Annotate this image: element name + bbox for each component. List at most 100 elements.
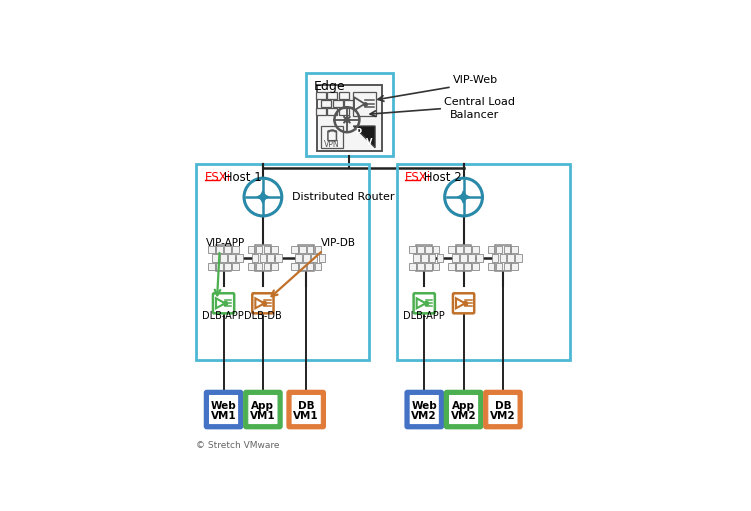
FancyBboxPatch shape bbox=[216, 263, 223, 270]
Text: VM1: VM1 bbox=[250, 411, 276, 421]
FancyBboxPatch shape bbox=[318, 254, 325, 262]
FancyBboxPatch shape bbox=[409, 263, 416, 270]
FancyBboxPatch shape bbox=[511, 263, 518, 270]
FancyBboxPatch shape bbox=[248, 246, 255, 253]
FancyBboxPatch shape bbox=[209, 263, 215, 270]
FancyBboxPatch shape bbox=[488, 394, 518, 425]
FancyBboxPatch shape bbox=[245, 391, 281, 428]
FancyBboxPatch shape bbox=[413, 254, 420, 262]
FancyBboxPatch shape bbox=[460, 254, 467, 262]
Text: Central Load: Central Load bbox=[444, 98, 515, 107]
Text: VM2: VM2 bbox=[412, 411, 437, 421]
FancyBboxPatch shape bbox=[409, 246, 416, 253]
FancyBboxPatch shape bbox=[236, 254, 243, 262]
Text: VM2: VM2 bbox=[490, 411, 516, 421]
FancyBboxPatch shape bbox=[255, 245, 271, 271]
Text: App: App bbox=[252, 401, 274, 411]
FancyBboxPatch shape bbox=[315, 263, 321, 270]
FancyBboxPatch shape bbox=[445, 391, 482, 428]
Text: Edge: Edge bbox=[314, 80, 345, 93]
FancyBboxPatch shape bbox=[209, 394, 239, 425]
FancyBboxPatch shape bbox=[205, 391, 242, 428]
FancyBboxPatch shape bbox=[252, 254, 258, 262]
FancyBboxPatch shape bbox=[264, 263, 270, 270]
FancyBboxPatch shape bbox=[307, 263, 313, 270]
FancyBboxPatch shape bbox=[425, 263, 432, 270]
FancyBboxPatch shape bbox=[416, 245, 432, 271]
Text: DB: DB bbox=[495, 401, 511, 411]
FancyBboxPatch shape bbox=[499, 254, 506, 262]
FancyBboxPatch shape bbox=[271, 263, 278, 270]
FancyBboxPatch shape bbox=[452, 254, 459, 262]
FancyBboxPatch shape bbox=[503, 263, 510, 270]
FancyBboxPatch shape bbox=[484, 391, 521, 428]
FancyBboxPatch shape bbox=[291, 263, 297, 270]
FancyBboxPatch shape bbox=[248, 263, 255, 270]
FancyBboxPatch shape bbox=[295, 254, 302, 262]
FancyBboxPatch shape bbox=[409, 394, 439, 425]
FancyBboxPatch shape bbox=[299, 246, 306, 253]
FancyBboxPatch shape bbox=[429, 254, 436, 262]
FancyBboxPatch shape bbox=[448, 263, 455, 270]
Text: VM2: VM2 bbox=[451, 411, 476, 421]
FancyBboxPatch shape bbox=[299, 263, 306, 270]
FancyBboxPatch shape bbox=[232, 263, 239, 270]
FancyBboxPatch shape bbox=[472, 263, 478, 270]
FancyBboxPatch shape bbox=[213, 254, 219, 262]
FancyBboxPatch shape bbox=[321, 100, 331, 107]
FancyBboxPatch shape bbox=[511, 246, 518, 253]
FancyBboxPatch shape bbox=[433, 246, 439, 253]
Text: DLB-APP: DLB-APP bbox=[403, 311, 445, 321]
FancyBboxPatch shape bbox=[495, 245, 511, 271]
FancyBboxPatch shape bbox=[303, 254, 309, 262]
Text: VIP-APP: VIP-APP bbox=[206, 238, 245, 248]
FancyBboxPatch shape bbox=[333, 100, 343, 107]
FancyBboxPatch shape bbox=[503, 246, 510, 253]
FancyBboxPatch shape bbox=[328, 131, 336, 141]
FancyBboxPatch shape bbox=[288, 391, 324, 428]
FancyBboxPatch shape bbox=[417, 246, 424, 253]
FancyBboxPatch shape bbox=[464, 263, 471, 270]
FancyBboxPatch shape bbox=[421, 254, 427, 262]
FancyBboxPatch shape bbox=[224, 263, 231, 270]
Text: App: App bbox=[452, 401, 475, 411]
FancyBboxPatch shape bbox=[255, 246, 262, 253]
FancyBboxPatch shape bbox=[228, 254, 235, 262]
FancyBboxPatch shape bbox=[321, 126, 343, 148]
FancyBboxPatch shape bbox=[457, 263, 463, 270]
FancyBboxPatch shape bbox=[433, 263, 439, 270]
FancyBboxPatch shape bbox=[216, 245, 231, 271]
Text: ESXi: ESXi bbox=[406, 172, 432, 184]
FancyBboxPatch shape bbox=[436, 254, 443, 262]
Text: VIP-Web: VIP-Web bbox=[453, 75, 498, 85]
Text: DB: DB bbox=[298, 401, 315, 411]
Text: DLB-DB: DLB-DB bbox=[244, 311, 282, 321]
FancyBboxPatch shape bbox=[492, 254, 499, 262]
Polygon shape bbox=[354, 97, 365, 110]
FancyBboxPatch shape bbox=[345, 100, 354, 107]
Text: Balancer: Balancer bbox=[450, 110, 499, 120]
Text: ESXi: ESXi bbox=[205, 172, 231, 184]
Text: Web: Web bbox=[211, 401, 237, 411]
FancyBboxPatch shape bbox=[425, 246, 432, 253]
Text: DLB-APP: DLB-APP bbox=[202, 311, 243, 321]
FancyBboxPatch shape bbox=[476, 254, 483, 262]
FancyBboxPatch shape bbox=[448, 246, 455, 253]
FancyBboxPatch shape bbox=[327, 92, 337, 99]
FancyBboxPatch shape bbox=[220, 254, 227, 262]
FancyBboxPatch shape bbox=[298, 245, 314, 271]
FancyBboxPatch shape bbox=[213, 293, 234, 313]
FancyBboxPatch shape bbox=[453, 293, 474, 313]
FancyBboxPatch shape bbox=[291, 394, 321, 425]
FancyBboxPatch shape bbox=[472, 246, 478, 253]
Polygon shape bbox=[353, 126, 375, 148]
FancyBboxPatch shape bbox=[414, 293, 435, 313]
FancyBboxPatch shape bbox=[315, 246, 321, 253]
FancyBboxPatch shape bbox=[488, 246, 494, 253]
FancyBboxPatch shape bbox=[496, 263, 502, 270]
FancyBboxPatch shape bbox=[276, 254, 282, 262]
FancyBboxPatch shape bbox=[353, 92, 376, 115]
Text: V: V bbox=[366, 138, 372, 147]
FancyBboxPatch shape bbox=[224, 246, 231, 253]
FancyBboxPatch shape bbox=[456, 245, 472, 271]
